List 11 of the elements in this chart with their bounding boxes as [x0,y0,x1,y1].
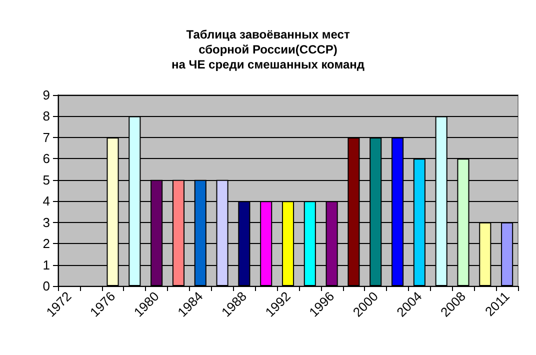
y-tick-label: 7 [42,130,50,145]
y-tick-label: 1 [42,257,50,272]
y-tick-label: 5 [42,172,50,188]
y-tick-label: 8 [42,108,50,124]
y-tick-label: 9 [42,88,50,102]
y-tick-label: 4 [42,194,50,209]
y-tick-label: 0 [42,278,50,294]
y-tick-label: 2 [42,236,50,252]
chart-title: Таблица завоёванных мест сборной России(СССР) на ЧЕ среди смешанных команд [172,28,365,72]
y-tick-label: 3 [42,214,50,230]
y-tick-label: 6 [42,151,50,166]
